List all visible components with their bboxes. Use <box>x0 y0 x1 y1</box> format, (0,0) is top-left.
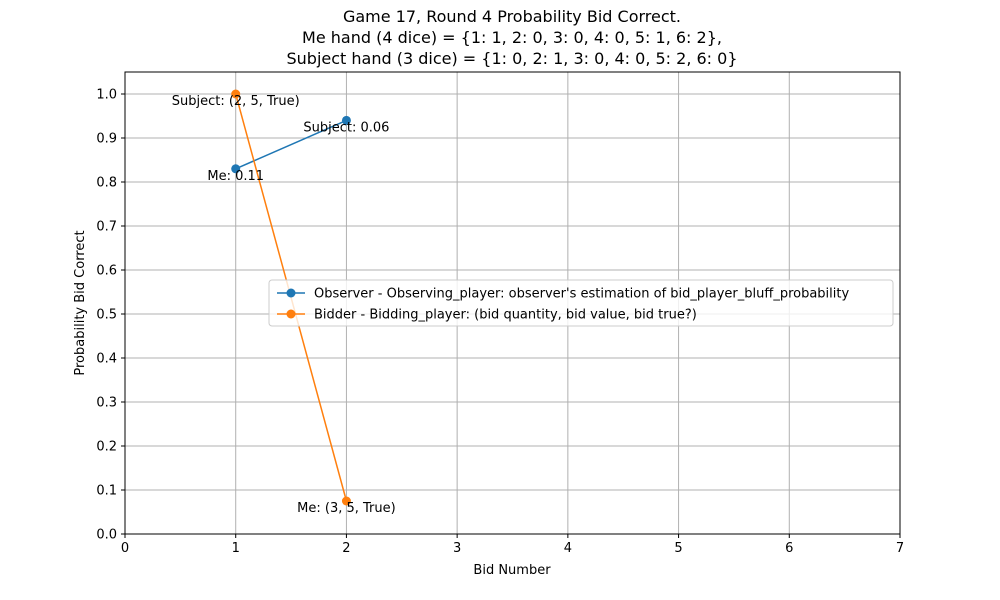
data-point <box>231 164 241 174</box>
annotation-label: Subject: 0.06 <box>303 120 389 135</box>
annotation-label: Me: (3, 5, True) <box>297 501 396 516</box>
annotation-label: Me: 0.11 <box>207 169 264 184</box>
x-tick-label: 4 <box>564 541 572 556</box>
y-tick-label: 0.7 <box>96 220 117 235</box>
y-tick-label: 0.8 <box>96 176 117 191</box>
x-tick-label: 3 <box>453 541 461 556</box>
legend-marker-bidder <box>286 309 296 319</box>
legend-label-observer: Observer - Observing_player: observer's … <box>314 287 849 302</box>
y-tick-label: 0.9 <box>96 132 117 147</box>
y-tick-label: 0.2 <box>96 440 117 455</box>
data-point <box>341 115 351 125</box>
chart-title-line-2: Me hand (4 dice) = {1: 1, 2: 0, 3: 0, 4:… <box>302 28 722 47</box>
annotation-label: Subject: (2, 5, True) <box>172 94 300 109</box>
legend-marker-observer <box>286 288 296 298</box>
chart-title-line-1: Game 17, Round 4 Probability Bid Correct… <box>343 7 681 26</box>
x-tick-label: 0 <box>121 541 129 556</box>
legend: Observer - Observing_player: observer's … <box>268 279 894 327</box>
chart-title-line-3: Subject hand (3 dice) = {1: 0, 2: 1, 3: … <box>286 49 737 68</box>
y-tick-label: 1.0 <box>96 88 117 103</box>
x-tick-label: 2 <box>342 541 350 556</box>
y-tick-label: 0.6 <box>96 264 117 279</box>
x-axis-label: Bid Number <box>473 563 551 578</box>
plot-frame <box>124 71 901 535</box>
data-point <box>231 89 241 99</box>
x-tick-label: 6 <box>785 541 793 556</box>
y-tick-label: 0.3 <box>96 396 117 411</box>
legend-box <box>268 279 894 327</box>
y-axis-label: Probability Bid Correct <box>73 230 88 375</box>
legend-label-bidder: Bidder - Bidding_player: (bid quantity, … <box>314 308 697 323</box>
axis-ticks: 0 1 2 3 4 5 6 7 0.0 0.1 0.2 0.3 0.4 0.5 0.6 0.7 0.8 0.9 1.… <box>96 88 904 557</box>
y-tick-label: 0.4 <box>96 352 117 367</box>
x-tick-label: 1 <box>232 541 240 556</box>
data-point <box>341 496 351 506</box>
y-tick-label: 0.0 <box>96 528 117 543</box>
y-tick-label: 0.1 <box>96 484 117 499</box>
x-tick-label: 5 <box>674 541 682 556</box>
y-tick-label: 0.5 <box>96 308 117 323</box>
x-tick-label: 7 <box>896 541 904 556</box>
